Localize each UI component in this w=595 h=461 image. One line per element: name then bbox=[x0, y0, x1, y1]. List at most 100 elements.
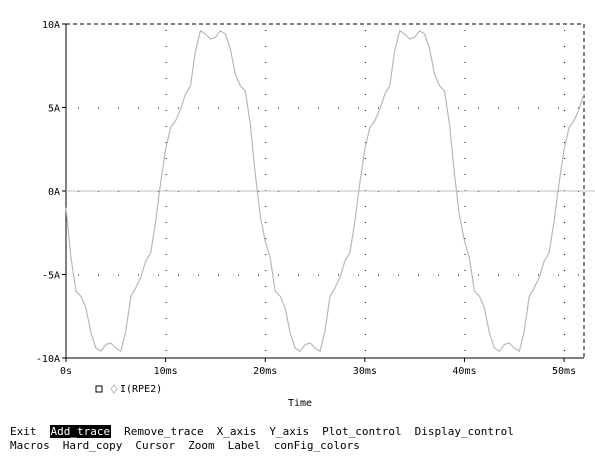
grid-dot bbox=[165, 270, 167, 271]
menu-item-remove-trace[interactable]: Remove_trace bbox=[124, 425, 204, 438]
grid-dot bbox=[165, 286, 167, 287]
grid-dot bbox=[464, 78, 466, 79]
x-tick-label: 0s bbox=[60, 366, 72, 377]
grid-dot bbox=[438, 107, 439, 109]
grid-dot bbox=[364, 94, 366, 95]
grid-dot bbox=[464, 286, 466, 287]
grid-dot bbox=[78, 274, 79, 276]
menu-item-add-trace[interactable]: Add_trace bbox=[49, 425, 112, 438]
grid-dot bbox=[378, 274, 379, 276]
grid-dot bbox=[238, 107, 239, 109]
grid-dot bbox=[265, 302, 267, 303]
grid-dot bbox=[265, 350, 267, 351]
grid-dot bbox=[464, 238, 466, 239]
grid-dot bbox=[265, 46, 267, 47]
grid-dot bbox=[538, 274, 539, 276]
grid-dot bbox=[364, 126, 366, 127]
grid-dot bbox=[98, 274, 99, 276]
grid-dot bbox=[564, 302, 566, 303]
grid-dot bbox=[458, 274, 459, 276]
grid-dot bbox=[518, 274, 519, 276]
menu-item-macros[interactable]: Macros bbox=[10, 439, 50, 452]
grid-dot bbox=[358, 107, 359, 109]
grid-dot bbox=[265, 78, 267, 79]
waveform-plot: 10A 5A 0A -5A -10A 0s 10ms 20ms 30ms 40ms 50ms I(… bbox=[36, 20, 595, 409]
menu-item-y-axis[interactable]: Y_axis bbox=[269, 425, 310, 438]
grid-dot bbox=[265, 174, 267, 175]
grid-dot bbox=[464, 222, 466, 223]
y-tick-label: 10A bbox=[42, 20, 60, 31]
menu-item-x-axis[interactable]: X_axis bbox=[216, 425, 257, 438]
grid-dot bbox=[165, 222, 167, 223]
grid-dot bbox=[364, 142, 366, 143]
grid-dot bbox=[258, 274, 259, 276]
grid-dot bbox=[118, 107, 119, 109]
grid-dot bbox=[165, 238, 167, 239]
x-tick-label: 40ms bbox=[452, 366, 476, 377]
grid-dot bbox=[464, 46, 466, 47]
grid-dot bbox=[265, 238, 267, 239]
grid-dot bbox=[165, 110, 167, 111]
grid-dot bbox=[464, 206, 466, 207]
grid-dot bbox=[464, 174, 466, 175]
grid-dot bbox=[98, 107, 99, 109]
grid-dot bbox=[364, 46, 366, 47]
grid-dot bbox=[364, 254, 366, 255]
grid-dot bbox=[118, 274, 119, 276]
grid-dot bbox=[564, 158, 566, 159]
grid-dot bbox=[418, 274, 419, 276]
grid-dot bbox=[265, 30, 267, 31]
grid-dot bbox=[298, 107, 299, 109]
grid-dot bbox=[165, 142, 167, 143]
grid-dot bbox=[165, 174, 167, 175]
grid-dot bbox=[564, 94, 566, 95]
menu-item-label[interactable]: Label bbox=[227, 439, 261, 452]
grid-dot bbox=[564, 78, 566, 79]
grid-dot bbox=[364, 110, 366, 111]
grid-dot bbox=[138, 274, 139, 276]
grid-dot bbox=[364, 270, 366, 271]
grid-dot bbox=[564, 286, 566, 287]
grid-dot bbox=[165, 206, 167, 207]
grid-dot bbox=[378, 107, 379, 109]
menu-item-hard-copy[interactable]: Hard_copy bbox=[62, 439, 123, 452]
grid-dot bbox=[564, 270, 566, 271]
grid-dot bbox=[498, 274, 499, 276]
grid-dot bbox=[165, 94, 167, 95]
grid-dot bbox=[418, 107, 419, 109]
grid-dot bbox=[498, 107, 499, 109]
menu-item-config-colors[interactable]: conFig_colors bbox=[273, 439, 360, 452]
grid-dot bbox=[564, 350, 566, 351]
grid-dot bbox=[218, 107, 219, 109]
grid-dot bbox=[564, 110, 566, 111]
grid-dot bbox=[464, 30, 466, 31]
grid-dot bbox=[464, 350, 466, 351]
grid-dot bbox=[364, 158, 366, 159]
grid-dot bbox=[198, 274, 199, 276]
grid-dot bbox=[165, 350, 167, 351]
menu-item-exit[interactable]: Exit bbox=[10, 425, 37, 438]
grid-dot bbox=[265, 158, 267, 159]
grid-dot bbox=[464, 126, 466, 127]
series-line-i-rpe2 bbox=[65, 30, 585, 352]
x-tick-label: 10ms bbox=[154, 366, 178, 377]
x-tick-label: 20ms bbox=[253, 366, 277, 377]
grid-dot bbox=[458, 107, 459, 109]
menu-item-zoom[interactable]: Zoom bbox=[188, 439, 215, 452]
grid-dot bbox=[165, 254, 167, 255]
grid-dot bbox=[178, 274, 179, 276]
grid-dot bbox=[558, 274, 559, 276]
grid-dot bbox=[564, 334, 566, 335]
menu-item-plot-control[interactable]: Plot_control bbox=[322, 425, 402, 438]
menu-item-display-control[interactable]: Display_control bbox=[414, 425, 514, 438]
grid-dot bbox=[138, 107, 139, 109]
grid-dot bbox=[564, 30, 566, 31]
grid-dot bbox=[558, 107, 559, 109]
menu-item-cursor[interactable]: Cursor bbox=[135, 439, 176, 452]
grid-dot bbox=[564, 238, 566, 239]
grid-dot bbox=[265, 286, 267, 287]
y-tick-label: -10A bbox=[36, 354, 60, 365]
grid-dot bbox=[265, 110, 267, 111]
grid-dot bbox=[578, 107, 579, 109]
grid-dot bbox=[165, 158, 167, 159]
